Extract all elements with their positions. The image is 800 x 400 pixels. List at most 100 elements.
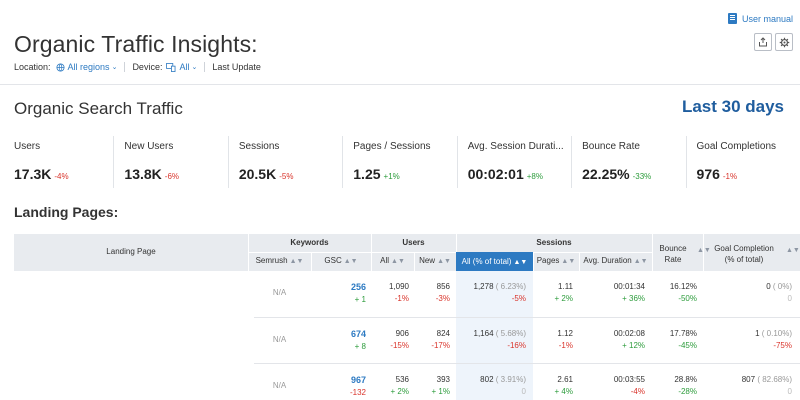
pages-value: 1.11 xyxy=(558,282,573,291)
col-semrush-label: Semrush xyxy=(255,256,288,265)
users-new-value: 856 xyxy=(436,282,450,291)
sort-icon[interactable]: ▲▼ xyxy=(289,258,304,265)
gsc-cell: 674 + 8 xyxy=(311,328,366,353)
metric-new-users: New Users 13.8K -6% xyxy=(113,136,227,188)
users-all-delta: -1% xyxy=(394,294,409,303)
filter-divider xyxy=(124,62,126,72)
header-sessions: Sessions xyxy=(536,238,572,247)
col-semrush[interactable]: Semrush ▲▼ xyxy=(248,256,311,265)
col-users-new[interactable]: New ▲▼ xyxy=(414,256,456,265)
col-gsc-label: GSC xyxy=(324,256,342,265)
header-divider xyxy=(533,252,534,271)
header-divider xyxy=(311,252,312,271)
table-row[interactable]: N/A 967 -132 536 + 2% 393 + 1% 802 ( 3.91%)… xyxy=(14,364,800,400)
semrush-value: N/A xyxy=(272,381,287,390)
gear-icon xyxy=(779,37,789,47)
chevron-down-icon[interactable]: ⌄ xyxy=(111,64,118,71)
users-all-cell: 536 + 2% xyxy=(371,374,409,398)
duration-cell: 00:02:08 + 12% xyxy=(579,328,645,352)
metric-label: Avg. Session Durati... xyxy=(467,141,564,152)
users-all-value: 906 xyxy=(395,329,409,338)
metric-value: 17.3K xyxy=(14,166,52,182)
metric-label: Pages / Sessions xyxy=(353,141,431,152)
header-users: Users xyxy=(402,238,425,247)
goal-cell: 1 ( 0.10%) -75% xyxy=(703,328,792,352)
col-pages-label: Pages xyxy=(536,256,560,265)
gsc-value[interactable]: 967 xyxy=(350,375,366,385)
bounce-value: 16.12% xyxy=(669,282,697,291)
header-bounce-label-2: Rate xyxy=(664,255,682,264)
bounce-value: 28.8% xyxy=(674,375,697,384)
sort-icon[interactable]: ▲▼ xyxy=(561,258,576,265)
header-goal-label-2: (% of total) xyxy=(724,255,764,264)
devices-icon xyxy=(166,62,176,72)
sort-icon[interactable]: ▲▼ xyxy=(697,247,711,254)
semrush-value: N/A xyxy=(272,288,287,297)
bounce-delta: -50% xyxy=(678,294,697,303)
col-avg-duration[interactable]: Avg. Duration ▲▼ xyxy=(579,256,652,265)
user-manual-link[interactable]: User manual xyxy=(727,13,793,24)
gsc-delta: -132 xyxy=(349,388,366,397)
sessions-cell: 1,278 ( 6.23%) -5% xyxy=(456,281,527,305)
duration-delta: -4% xyxy=(630,387,645,396)
users-new-cell: 856 -3% xyxy=(414,281,450,305)
filter-bar: Location: All regions ⌄ Device: All ⌄ La… xyxy=(14,62,261,72)
page-title: Organic Traffic Insights: xyxy=(14,31,258,57)
gsc-value[interactable]: 256 xyxy=(350,282,366,292)
header-landing-page: Landing Page xyxy=(106,247,156,256)
metric-bounce-rate: Bounce Rate 22.25% -33% xyxy=(571,136,685,188)
filter-divider xyxy=(204,62,206,72)
goal-value: 0 xyxy=(766,282,771,291)
pages-delta: + 2% xyxy=(554,294,573,303)
col-gsc[interactable]: GSC ▲▼ xyxy=(311,256,371,265)
metric-delta: -5% xyxy=(279,172,294,181)
sorted-column-highlight xyxy=(456,271,533,400)
header-goal-completion[interactable]: Goal Completion (% of total) xyxy=(703,243,785,265)
header-divider xyxy=(579,252,580,271)
sort-icon[interactable]: ▲▼ xyxy=(343,258,358,265)
sessions-cell: 802 ( 3.91%) 0 xyxy=(456,374,526,398)
users-all-value: 1,090 xyxy=(388,282,409,291)
user-manual-label: User manual xyxy=(741,13,793,24)
col-pages[interactable]: Pages ▲▼ xyxy=(533,256,579,265)
settings-button[interactable] xyxy=(775,33,793,51)
sort-icon[interactable]: ▲▼ xyxy=(633,258,648,265)
chevron-down-icon[interactable]: ⌄ xyxy=(191,64,198,71)
bounce-cell: 16.12% -50% xyxy=(652,281,697,305)
goal-cell: 0 ( 0%) 0 xyxy=(703,281,792,305)
duration-value: 00:02:08 xyxy=(613,329,645,338)
table-row[interactable]: N/A 256 + 1 1,090 -1% 856 -3% 1,278 ( 6.23%… xyxy=(14,271,800,319)
device-dropdown[interactable]: All xyxy=(179,62,190,72)
metric-avg-session-duration: Avg. Session Durati... 00:02:01 +8% xyxy=(456,136,571,188)
sort-icon[interactable]: ▲▼ xyxy=(391,258,405,265)
metric-delta: -4% xyxy=(54,172,69,181)
table-row[interactable]: N/A 674 + 8 906 -15% 824 -17% 1,164 ( 5.68%… xyxy=(14,318,800,366)
header-bounce-label-1: Bounce xyxy=(659,244,687,253)
metric-label: Users xyxy=(14,141,41,152)
duration-delta: + 12% xyxy=(622,341,645,350)
users-new-cell: 393 + 1% xyxy=(414,374,450,398)
export-button[interactable] xyxy=(754,33,772,51)
col-sessions-all[interactable]: All (% of total) ▲▼ xyxy=(456,252,533,271)
sort-icon[interactable]: ▲▼ xyxy=(513,259,528,266)
device-label: Device: xyxy=(132,62,163,72)
sessions-pct: ( 5.68%) xyxy=(495,329,526,338)
col-users-all[interactable]: All ▲▼ xyxy=(371,256,414,265)
col-users-all-label: All xyxy=(380,256,390,265)
metric-delta: -1% xyxy=(722,172,738,181)
location-dropdown[interactable]: All regions xyxy=(67,62,110,72)
bounce-cell: 17.78% -45% xyxy=(652,328,697,352)
sort-icon[interactable]: ▲▼ xyxy=(786,247,800,254)
bounce-value: 17.78% xyxy=(669,329,697,338)
header-divider xyxy=(652,234,653,271)
date-range[interactable]: Last 30 days xyxy=(681,97,784,116)
metric-value: 976 xyxy=(696,166,720,182)
header-bounce-rate[interactable]: Bounce Rate xyxy=(652,243,694,265)
sort-icon[interactable]: ▲▼ xyxy=(437,258,451,265)
landing-pages-title: Landing Pages: xyxy=(14,204,119,220)
users-all-delta: -15% xyxy=(390,341,409,350)
gsc-value[interactable]: 674 xyxy=(350,329,366,339)
section-title: Organic Search Traffic xyxy=(14,99,183,118)
metric-label: Bounce Rate xyxy=(582,141,640,152)
goal-delta: 0 xyxy=(787,294,792,303)
